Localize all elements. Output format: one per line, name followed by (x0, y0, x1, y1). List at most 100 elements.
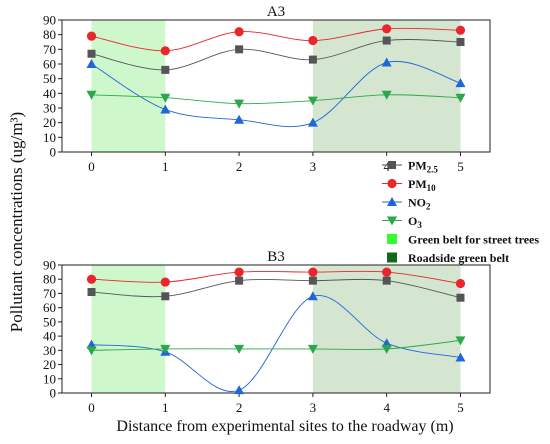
point-pm10 (234, 27, 244, 37)
point-no2 (455, 78, 466, 88)
series-line-pm25 (91, 39, 461, 71)
point-pm10 (160, 46, 170, 56)
point-pm10 (308, 35, 318, 46)
y-tick-label: 0 (50, 386, 57, 401)
panel-title: B3 (267, 249, 285, 265)
series-line-no2 (91, 60, 461, 128)
panel-title: A3 (267, 4, 285, 20)
y-tick-label: 40 (43, 86, 56, 101)
y-tick-label: 30 (43, 343, 56, 358)
x-tick-label: 2 (236, 400, 243, 415)
y-tick-label: 60 (43, 57, 56, 72)
point-pm25 (235, 45, 244, 54)
point-no2 (307, 291, 318, 301)
point-no2 (160, 104, 171, 114)
y-tick-label: 70 (43, 42, 56, 57)
y-tick-label: 60 (43, 300, 56, 315)
y-tick-label: 80 (43, 272, 56, 287)
point-pm10 (382, 267, 392, 277)
point-o3 (86, 346, 97, 356)
point-pm10 (455, 278, 466, 289)
y-tick-label: 70 (43, 286, 56, 301)
point-no2 (234, 385, 245, 395)
x-tick-label: 5 (457, 400, 464, 415)
x-axis-label: Distance from experimental sites to the … (116, 418, 453, 435)
y-tick-label: 90 (43, 13, 56, 28)
point-o3 (86, 90, 97, 100)
x-tick-label: 0 (88, 159, 95, 174)
point-pm10 (86, 274, 97, 284)
x-tick-label: 4 (383, 400, 390, 415)
legend-marker (387, 197, 397, 206)
y-tick-label: 10 (43, 130, 56, 145)
x-tick-label: 0 (88, 400, 95, 415)
legend: PM2.5 PM10 NO2 O3 Green belt for street tree… (382, 159, 539, 265)
green-band-0 (91, 20, 166, 152)
y-tick-label: 80 (43, 27, 56, 42)
point-pm25 (308, 55, 317, 64)
point-pm25 (382, 36, 391, 45)
y-tick-label: 90 (43, 258, 56, 273)
point-pm10 (382, 24, 392, 34)
point-pm25 (87, 49, 96, 58)
x-tick-label: 1 (162, 400, 169, 415)
x-tick-label: 3 (310, 159, 317, 174)
point-pm25 (235, 276, 244, 285)
point-pm25 (87, 288, 96, 297)
legend-item-no2: NO2 (382, 196, 431, 212)
series-line-pm10 (91, 270, 461, 284)
y-tick-label: 20 (43, 115, 56, 130)
y-axis-label: Pollutant concentrations (ug/m³) (7, 112, 26, 332)
point-no2 (234, 114, 245, 124)
x-tick-label: 4 (383, 159, 390, 174)
legend-swatch (387, 234, 397, 244)
plot-frame (61, 19, 491, 153)
point-pm10 (234, 267, 244, 277)
point-o3 (381, 90, 392, 100)
legend-marker (387, 178, 397, 189)
point-no2 (86, 59, 97, 68)
point-o3 (307, 344, 318, 354)
point-o3 (234, 344, 245, 354)
x-tick-label: 5 (457, 159, 464, 174)
legend-item-green_street: Green belt for street trees (387, 233, 539, 247)
x-tick-label: 1 (162, 159, 169, 174)
y-tick-label: 0 (50, 145, 57, 160)
y-tick-label: 10 (43, 371, 56, 386)
point-o3 (381, 344, 392, 354)
x-tick-label: 2 (236, 159, 243, 174)
point-no2 (455, 352, 466, 362)
legend-label: PM2.5 (408, 159, 438, 175)
legend-marker (387, 216, 397, 226)
point-o3 (455, 93, 466, 103)
point-o3 (160, 344, 171, 354)
legend-item-green_roadside: Roadside green belt (387, 251, 509, 265)
legend-item-o3: O3 (382, 214, 422, 230)
point-pm10 (86, 31, 97, 41)
legend-label: NO2 (408, 196, 431, 212)
point-pm25 (456, 293, 465, 302)
series-line-pm10 (91, 27, 461, 52)
point-pm25 (161, 65, 170, 74)
legend-marker (388, 161, 396, 169)
series-line-o3 (91, 339, 461, 351)
legend-label: Green belt for street trees (408, 233, 539, 247)
point-pm10 (160, 277, 170, 287)
point-o3 (455, 336, 466, 346)
point-no2 (381, 57, 392, 67)
point-pm25 (308, 276, 317, 285)
legend-label: Roadside green belt (408, 251, 509, 265)
point-o3 (234, 99, 245, 109)
legend-item-pm25: PM2.5 (382, 159, 438, 175)
green-band-0 (91, 265, 166, 393)
green-band-1 (312, 265, 461, 393)
y-tick-label: 50 (43, 314, 56, 329)
y-tick-label: 30 (43, 101, 56, 116)
point-o3 (160, 93, 171, 103)
y-tick-label: 40 (43, 329, 56, 344)
